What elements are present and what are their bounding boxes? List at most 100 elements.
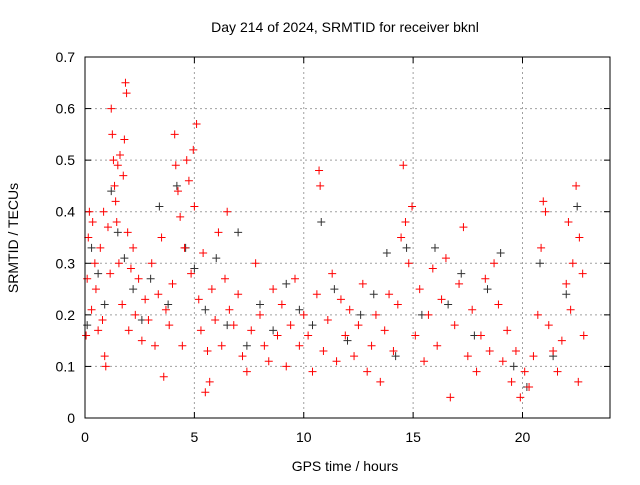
data-point-red bbox=[269, 285, 278, 294]
data-point-black bbox=[382, 248, 391, 257]
data-point-red bbox=[401, 218, 410, 227]
data-point-red bbox=[415, 285, 424, 294]
data-point-red bbox=[564, 218, 573, 227]
data-point-red bbox=[358, 279, 367, 288]
data-point-red bbox=[533, 310, 542, 319]
data-point-red bbox=[223, 207, 232, 216]
data-point-black bbox=[343, 336, 352, 345]
data-point-black bbox=[431, 243, 439, 252]
data-point-black bbox=[444, 300, 453, 309]
data-point-red bbox=[408, 202, 417, 211]
data-point-red bbox=[214, 228, 223, 237]
data-point-red bbox=[173, 187, 182, 196]
data-point-red bbox=[286, 321, 295, 330]
data-point-red bbox=[121, 78, 130, 87]
data-point-red bbox=[122, 89, 131, 98]
data-point-red bbox=[178, 341, 187, 350]
data-point-red bbox=[109, 156, 118, 165]
data-point-red bbox=[433, 341, 442, 350]
data-point-red bbox=[151, 341, 159, 350]
data-point-black bbox=[256, 300, 264, 309]
data-point-red bbox=[516, 393, 525, 402]
data-point-red bbox=[537, 243, 546, 252]
data-point-black bbox=[457, 269, 466, 278]
data-point-black bbox=[356, 310, 365, 319]
data-point-red bbox=[168, 279, 177, 288]
data-point-red bbox=[260, 341, 269, 350]
data-point-red bbox=[171, 161, 180, 170]
data-point-black bbox=[190, 264, 199, 273]
data-point-black bbox=[155, 202, 164, 211]
data-point-black bbox=[113, 228, 122, 237]
data-point-red bbox=[114, 259, 123, 268]
data-point-red bbox=[211, 316, 220, 325]
data-point-red bbox=[107, 104, 116, 113]
data-point-black bbox=[201, 305, 210, 314]
data-point-black bbox=[129, 285, 138, 294]
x-tick-label: 20 bbox=[515, 429, 531, 445]
data-point-red bbox=[189, 145, 198, 154]
data-point-red bbox=[393, 300, 402, 309]
data-point-red bbox=[575, 233, 584, 242]
data-point-black bbox=[391, 352, 400, 361]
data-point-red bbox=[251, 259, 260, 268]
data-point-red bbox=[277, 300, 286, 309]
data-point-black bbox=[509, 362, 518, 371]
data-point-red bbox=[455, 279, 464, 288]
data-point-red bbox=[291, 274, 299, 283]
data-point-red bbox=[82, 331, 91, 340]
data-point-red bbox=[404, 259, 413, 268]
data-point-red bbox=[380, 326, 389, 335]
data-point-red bbox=[91, 285, 100, 294]
y-tick-label: 0.3 bbox=[56, 255, 76, 271]
data-point-red bbox=[119, 171, 128, 180]
data-point-black bbox=[242, 341, 251, 350]
data-point-red bbox=[578, 269, 587, 278]
data-point-black bbox=[100, 300, 109, 309]
data-point-red bbox=[397, 233, 406, 242]
data-point-red bbox=[511, 346, 520, 355]
data-point-red bbox=[88, 218, 97, 227]
data-point-red bbox=[557, 336, 566, 345]
data-point-red bbox=[463, 352, 472, 361]
data-point-black bbox=[496, 248, 505, 257]
data-point-red bbox=[134, 274, 143, 283]
data-point-red bbox=[238, 352, 247, 361]
data-point-red bbox=[299, 310, 308, 319]
data-point-red bbox=[459, 223, 468, 232]
data-point-black bbox=[212, 254, 221, 263]
data-point-red bbox=[507, 377, 516, 386]
data-point-red bbox=[371, 310, 380, 319]
data-point-black bbox=[146, 274, 155, 283]
data-point-red bbox=[131, 310, 140, 319]
data-point-red bbox=[579, 331, 588, 340]
data-point-red bbox=[194, 295, 203, 304]
data-point-red bbox=[170, 130, 179, 139]
data-point-red bbox=[154, 290, 163, 299]
data-point-red bbox=[180, 243, 189, 252]
data-point-red bbox=[428, 264, 437, 273]
data-point-red bbox=[207, 285, 216, 294]
data-point-red bbox=[312, 290, 321, 299]
data-point-red bbox=[264, 357, 273, 366]
data-point-red bbox=[485, 346, 494, 355]
data-point-red bbox=[84, 233, 93, 242]
data-point-red bbox=[350, 352, 359, 361]
y-axis-label: SRMTID / TECUs bbox=[5, 183, 21, 293]
data-point-red bbox=[494, 300, 503, 309]
x-tick-label: 15 bbox=[405, 429, 421, 445]
data-point-red bbox=[192, 120, 201, 129]
data-point-black bbox=[308, 321, 317, 330]
data-point-red bbox=[98, 316, 107, 325]
x-tick-label: 10 bbox=[296, 429, 312, 445]
chart-title: Day 214 of 2024, SRMTID for receiver bkn… bbox=[211, 19, 479, 35]
data-point-red bbox=[221, 274, 229, 283]
data-point-red bbox=[103, 223, 112, 232]
x-tick-label: 0 bbox=[81, 429, 89, 445]
data-point-red bbox=[316, 181, 325, 190]
data-point-red bbox=[110, 181, 119, 190]
data-point-red bbox=[541, 207, 550, 216]
data-point-black bbox=[87, 243, 96, 252]
data-point-black bbox=[330, 285, 339, 294]
